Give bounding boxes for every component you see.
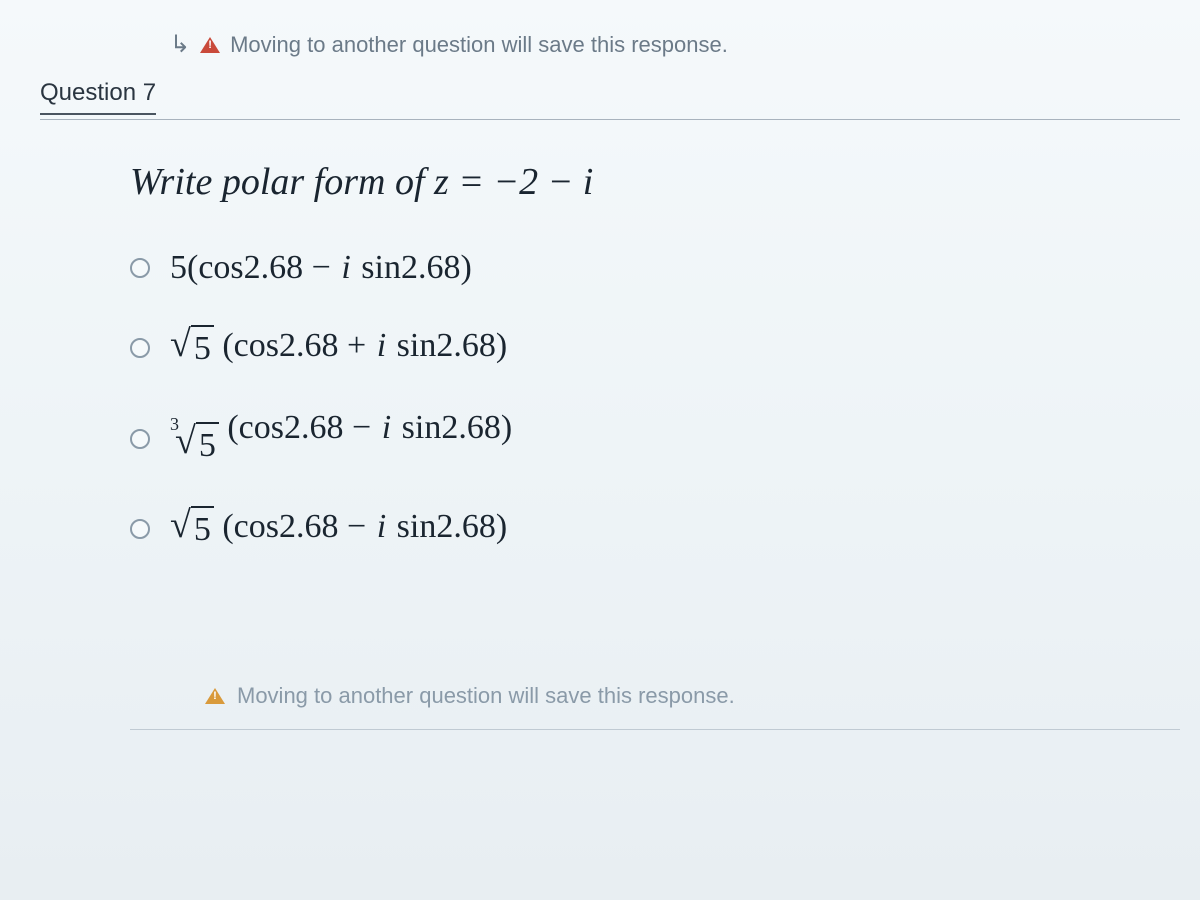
option-trig: (cos2.68 + i sin2.68) [222, 327, 507, 365]
option-row: 5(cos2.68 − i sin2.68) [130, 249, 1180, 287]
top-warning-text: Moving to another question will save thi… [230, 32, 728, 58]
prompt-prefix: Write polar form of [130, 161, 434, 203]
radio-option-1[interactable] [130, 258, 150, 278]
radicand: 5 [196, 422, 219, 468]
radio-option-3[interactable] [130, 429, 150, 449]
question-header: Question 7 [40, 79, 156, 115]
option-trig: (cos2.68 − i sin2.68) [187, 249, 472, 287]
option-row: 3√5 (cos2.68 − i sin2.68) [130, 409, 1180, 468]
option-expression: 3√5 (cos2.68 − i sin2.68) [170, 409, 512, 468]
bottom-warning-bar: Moving to another question will save thi… [205, 683, 1180, 709]
option-expression: √5 (cos2.68 + i sin2.68) [170, 325, 507, 371]
option-trig: (cos2.68 − i sin2.68) [222, 508, 507, 546]
radicand: 5 [191, 506, 214, 552]
cube-root-icon: 3√5 [170, 422, 219, 468]
radio-option-2[interactable] [130, 338, 150, 358]
header-divider [40, 119, 1180, 120]
radicand: 5 [191, 325, 214, 371]
warning-icon [205, 688, 225, 704]
corner-arrow-icon: ↳ [170, 30, 190, 59]
option-trig: (cos2.68 − i sin2.68) [227, 409, 512, 447]
top-warning-bar: ↳ Moving to another question will save t… [40, 20, 1180, 79]
option-row: √5 (cos2.68 + i sin2.68) [130, 325, 1180, 371]
question-prompt: Write polar form of z = −2 − i [130, 160, 1180, 204]
prompt-equation: z = −2 − i [434, 161, 593, 203]
bottom-divider [130, 729, 1180, 730]
sqrt-icon: √5 [170, 325, 214, 371]
option-coefficient: 5 [170, 249, 187, 287]
sqrt-icon: √5 [170, 506, 214, 552]
warning-icon [200, 37, 220, 53]
question-header-wrap: Question 7 [40, 79, 1180, 119]
option-expression: √5 (cos2.68 − i sin2.68) [170, 506, 507, 552]
radio-option-4[interactable] [130, 519, 150, 539]
option-row: √5 (cos2.68 − i sin2.68) [130, 506, 1180, 552]
option-list: 5(cos2.68 − i sin2.68) √5 (cos2.68 + i s… [130, 249, 1180, 553]
option-expression: 5(cos2.68 − i sin2.68) [170, 249, 472, 287]
bottom-warning-text: Moving to another question will save thi… [237, 683, 735, 709]
root-index: 3 [170, 414, 179, 435]
question-body: Write polar form of z = −2 − i 5(cos2.68… [40, 160, 1180, 730]
